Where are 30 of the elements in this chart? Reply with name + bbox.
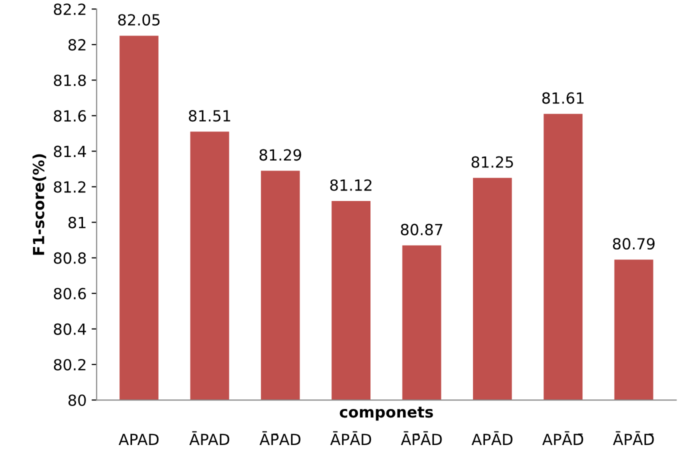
data-label: 80.87 <box>400 224 442 236</box>
x-tick-label: APAD <box>118 434 159 445</box>
data-label: 80.79 <box>612 238 655 250</box>
data-label: 82.05 <box>118 14 160 26</box>
data-label: 81.25 <box>472 156 513 168</box>
y-tick-label: 80.8 <box>54 252 86 264</box>
x-tick-label: APĀD <box>472 431 512 445</box>
y-tick-label: 82 <box>68 39 86 51</box>
data-label: 81.29 <box>260 149 302 161</box>
x-tick-label: ĀPAD <box>189 431 230 445</box>
y-tick-label: 81.6 <box>54 110 86 122</box>
x-tick-label: ĀPĀD̄ <box>612 431 654 445</box>
y-tick-label: 80.6 <box>54 288 86 300</box>
x-tick-label: ĀP̄AD <box>260 431 300 445</box>
y-tick-label: 81 <box>68 216 86 228</box>
x-tick-label: ĀP̄ĀD <box>400 431 442 445</box>
y-tick-label: 81.2 <box>54 181 86 193</box>
y-tick-label: 81.8 <box>54 74 86 86</box>
y-tick-label: 80.2 <box>54 358 86 370</box>
y-axis-title: F1-score(%) <box>32 154 46 255</box>
y-tick-label: 80 <box>68 394 86 406</box>
data-label: 81.51 <box>188 110 230 122</box>
y-tick-label: 82.2 <box>54 4 86 16</box>
x-axis-title: componets <box>340 406 433 421</box>
x-tick-label: ĀPĀD <box>330 431 372 445</box>
x-tick-label: APĀD̄ <box>542 431 584 445</box>
data-label: 81.12 <box>330 179 372 191</box>
data-label: 81.61 <box>542 92 584 104</box>
y-tick-label: 80.4 <box>54 323 86 335</box>
y-tick-label: 81.4 <box>54 146 86 158</box>
